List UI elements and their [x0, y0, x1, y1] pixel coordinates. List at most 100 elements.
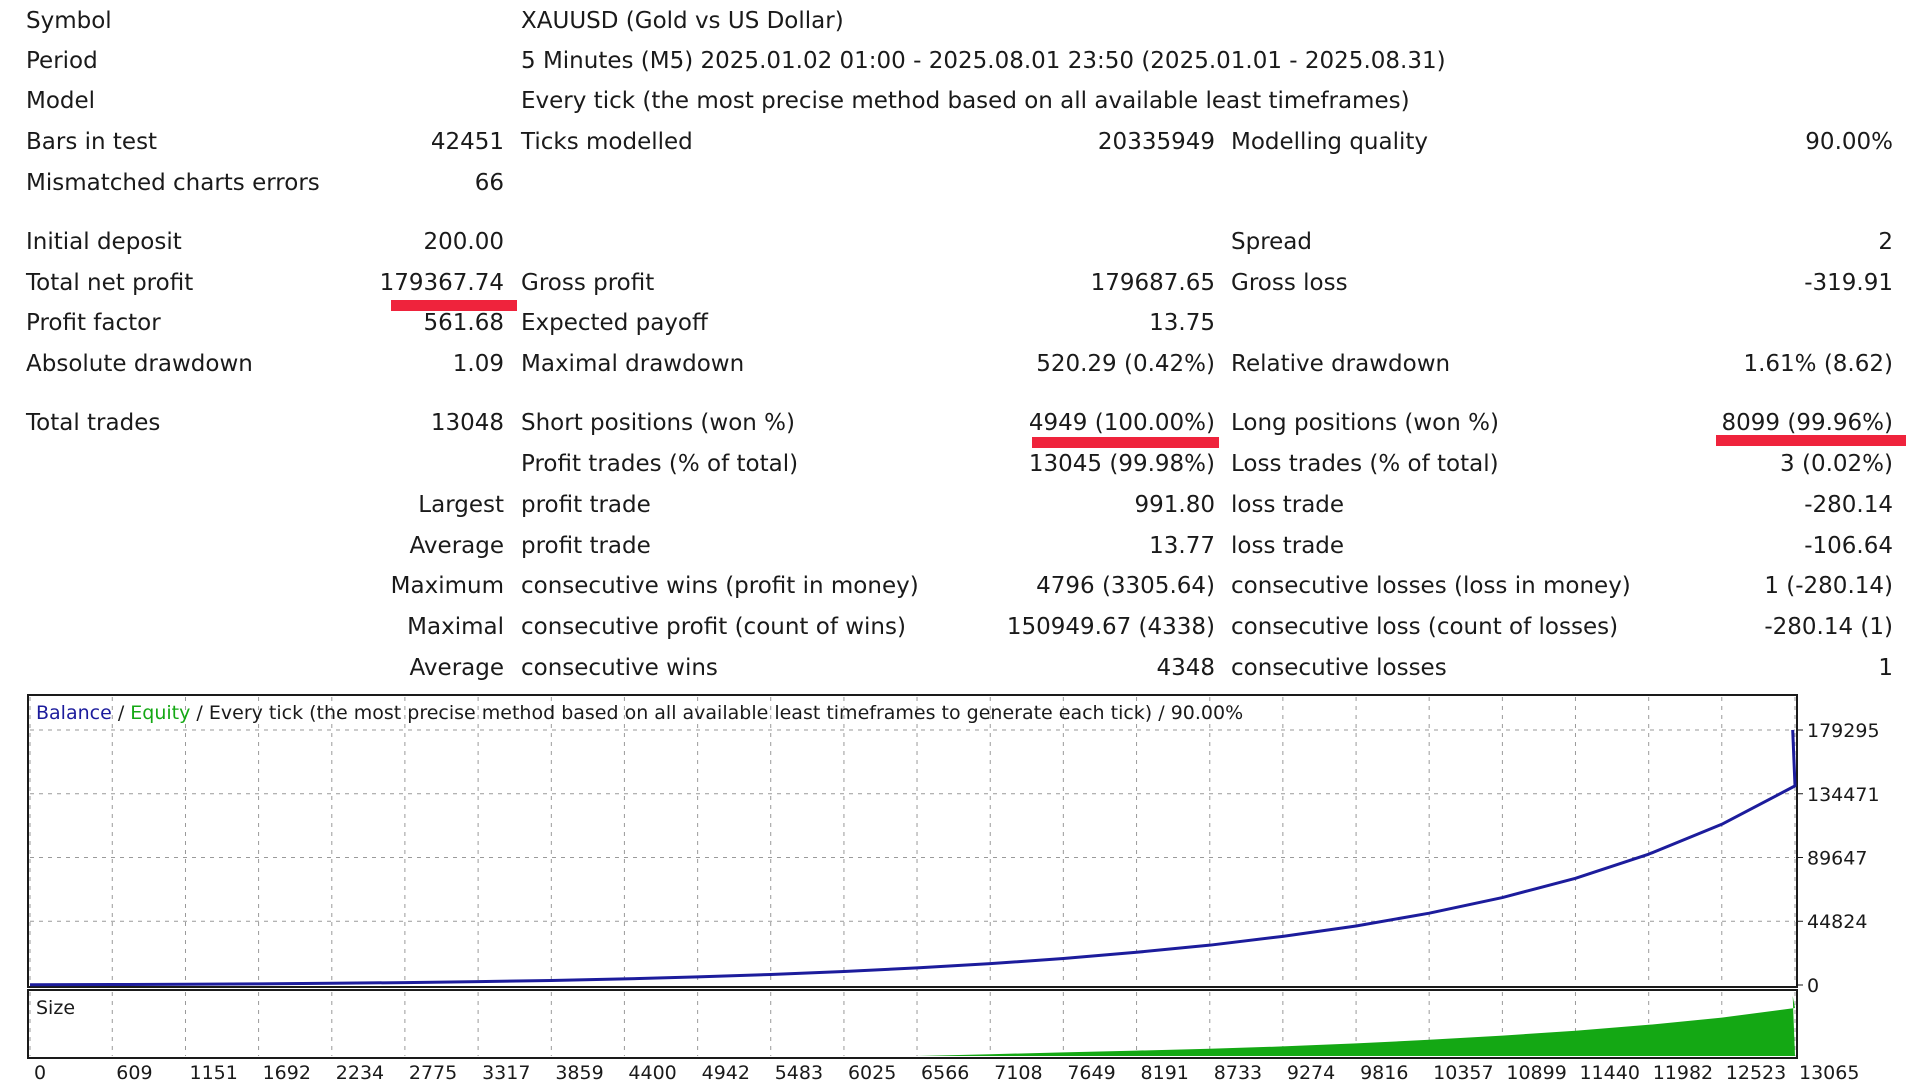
average-consec-prefix: Average	[409, 655, 504, 681]
x-tick-label: 4400	[628, 1062, 676, 1080]
x-tick-label: 2775	[409, 1062, 457, 1080]
short-positions-label: Short positions (won %)	[521, 410, 796, 436]
mismatched-errors-value: 66	[474, 170, 504, 196]
average-consec-losses-label: consecutive losses	[1231, 655, 1447, 681]
average-consec-losses-value: 1	[1878, 655, 1893, 681]
maximum-wins-value: 4796 (3305.64)	[1036, 573, 1215, 599]
average-loss-label: loss trade	[1231, 533, 1345, 559]
x-tick-label: 6025	[848, 1062, 896, 1080]
largest-profit-value: 991.80	[1134, 492, 1215, 518]
ticks-modelled-label: Ticks modelled	[521, 129, 693, 155]
absolute-drawdown-value: 1.09	[452, 351, 504, 377]
highlight-long-positions	[1716, 435, 1906, 446]
largest-loss-value: -280.14	[1804, 492, 1893, 518]
x-tick-label: 3859	[555, 1062, 603, 1080]
initial-deposit-label: Initial deposit	[26, 229, 182, 255]
gross-loss-label: Gross loss	[1231, 270, 1348, 296]
legend-description: Every tick (the most precise method base…	[208, 702, 1153, 724]
loss-trades-label: Loss trades (% of total)	[1231, 451, 1499, 477]
average-profit-value: 13.77	[1149, 533, 1215, 559]
period-label: Period	[26, 48, 98, 74]
x-tick-label: 2234	[336, 1062, 384, 1080]
total-trades-value: 13048	[430, 410, 504, 436]
profit-trades-label: Profit trades (% of total)	[521, 451, 799, 477]
bars-in-test-value: 42451	[430, 129, 504, 155]
ticks-modelled-value: 20335949	[1097, 129, 1215, 155]
highlight-short-positions	[1032, 437, 1219, 448]
balance-line	[29, 729, 1797, 987]
highlight-net-profit	[391, 300, 517, 311]
x-tick-label: 12523	[1726, 1062, 1786, 1080]
average-consec-wins-label: consecutive wins	[521, 655, 718, 681]
short-positions-value: 4949 (100.00%)	[1028, 410, 1215, 436]
average-profit-label: profit trade	[521, 533, 651, 559]
maximum-wins-label: consecutive wins (profit in money)	[521, 573, 919, 599]
x-tick-label: 6566	[921, 1062, 969, 1080]
y-tick-label: 89647	[1807, 848, 1867, 870]
maximum-losses-label: consecutive losses (loss in money)	[1231, 573, 1631, 599]
mismatched-errors-label: Mismatched charts errors	[26, 170, 320, 196]
x-tick-label: 7108	[994, 1062, 1042, 1080]
initial-deposit-value: 200.00	[423, 229, 504, 255]
y-tick-label: 44824	[1807, 911, 1867, 933]
x-tick-label: 13065	[1799, 1062, 1859, 1080]
y-tick-label: 179295	[1807, 720, 1880, 742]
x-tick-label: 3317	[482, 1062, 530, 1080]
legend-quality: 90.00%	[1170, 702, 1244, 724]
x-tick-label: 9816	[1360, 1062, 1408, 1080]
profit-factor-value: 561.68	[423, 310, 504, 336]
absolute-drawdown-label: Absolute drawdown	[26, 351, 253, 377]
period-value: 5 Minutes (M5) 2025.01.02 01:00 - 2025.0…	[521, 48, 1446, 74]
total-trades-label: Total trades	[26, 410, 161, 436]
symbol-value: XAUUSD (Gold vs US Dollar)	[521, 8, 844, 34]
maximal-prefix: Maximal	[407, 614, 504, 640]
modelling-quality-value: 90.00%	[1805, 129, 1893, 155]
y-tick-label: 134471	[1807, 784, 1880, 806]
average-loss-value: -106.64	[1804, 533, 1893, 559]
legend-separator-3: /	[1158, 702, 1165, 724]
x-tick-label: 1692	[263, 1062, 311, 1080]
x-tick-label: 8191	[1141, 1062, 1189, 1080]
maximum-prefix: Maximum	[390, 573, 504, 599]
gross-loss-value: -319.91	[1804, 270, 1893, 296]
maximal-profit-label: consecutive profit (count of wins)	[521, 614, 906, 640]
legend-equity: Equity	[130, 702, 191, 724]
relative-drawdown-value: 1.61% (8.62)	[1743, 351, 1893, 377]
total-net-profit-value: 179367.74	[379, 270, 504, 296]
x-tick-label: 4942	[702, 1062, 750, 1080]
maximal-profit-value: 150949.67 (4338)	[1006, 614, 1215, 640]
y-tick-label: 0	[1807, 975, 1819, 997]
model-value: Every tick (the most precise method base…	[521, 88, 1410, 114]
x-tick-label: 0	[34, 1062, 46, 1080]
legend-balance: Balance	[36, 702, 112, 724]
gross-profit-label: Gross profit	[521, 270, 655, 296]
size-area	[30, 996, 1795, 1056]
bars-in-test-label: Bars in test	[26, 129, 158, 155]
spread-value: 2	[1878, 229, 1893, 255]
maximal-loss-label: consecutive loss (count of losses)	[1231, 614, 1619, 640]
maximal-loss-value: -280.14 (1)	[1764, 614, 1893, 640]
legend-separator-2: /	[196, 702, 203, 724]
symbol-label: Symbol	[26, 8, 112, 34]
chart-legend: Balance / Equity / Every tick (the most …	[36, 700, 1243, 726]
legend-separator-1: /	[117, 702, 125, 724]
long-positions-value: 8099 (99.96%)	[1721, 410, 1894, 436]
gross-profit-value: 179687.65	[1090, 270, 1215, 296]
largest-profit-label: profit trade	[521, 492, 651, 518]
balance-chart-frame	[27, 694, 1798, 988]
long-positions-label: Long positions (won %)	[1231, 410, 1499, 436]
largest-loss-label: loss trade	[1231, 492, 1345, 518]
size-chart-label: Size	[36, 997, 75, 1019]
x-tick-label: 609	[116, 1062, 152, 1080]
maximum-losses-value: 1 (-280.14)	[1764, 573, 1893, 599]
expected-payoff-value: 13.75	[1149, 310, 1215, 336]
x-tick-label: 11440	[1579, 1062, 1639, 1080]
profit-factor-label: Profit factor	[26, 310, 161, 336]
x-tick-label: 7649	[1067, 1062, 1115, 1080]
expected-payoff-label: Expected payoff	[521, 310, 708, 336]
model-label: Model	[26, 88, 96, 114]
modelling-quality-label: Modelling quality	[1231, 129, 1429, 155]
x-tick-label: 10357	[1433, 1062, 1493, 1080]
loss-trades-value: 3 (0.02%)	[1780, 451, 1893, 477]
